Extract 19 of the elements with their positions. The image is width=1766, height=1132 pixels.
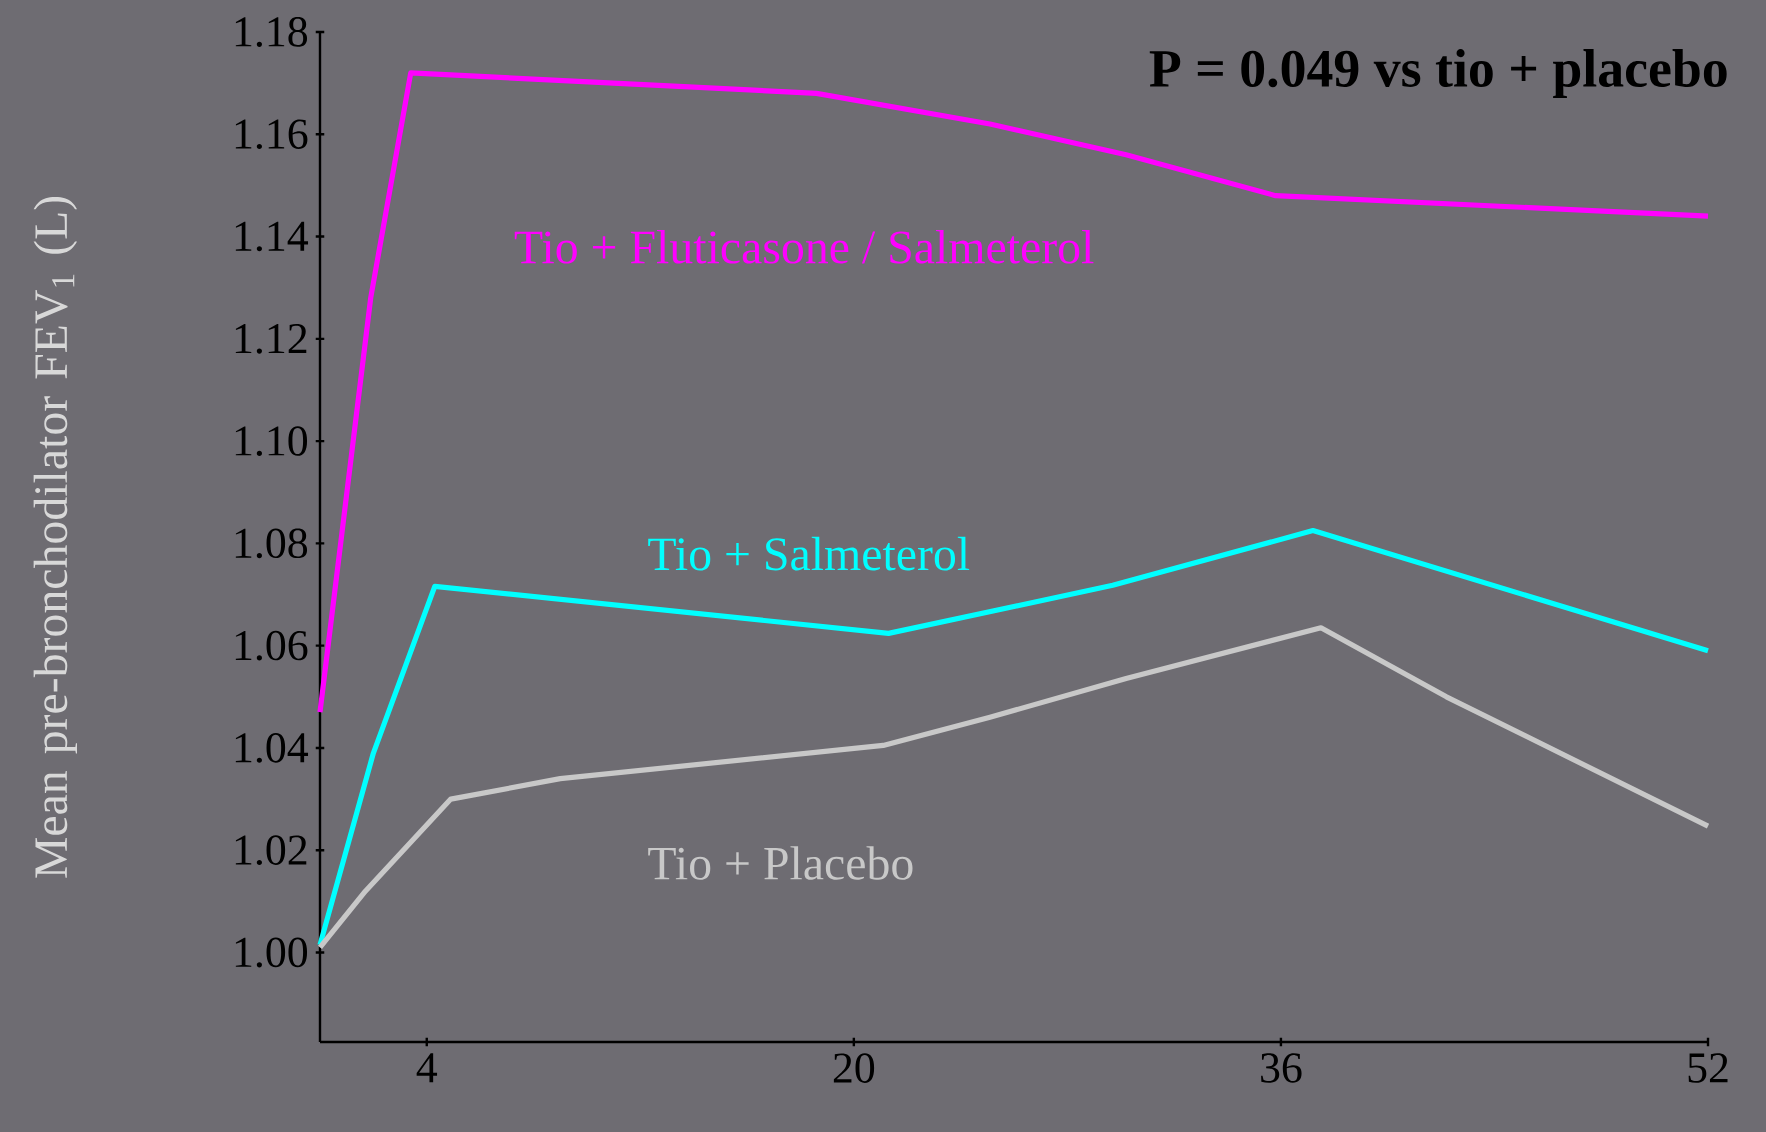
x-tick-label: 4: [416, 1053, 438, 1083]
x-tick-label: 20: [833, 1053, 875, 1083]
series-label: Tio + Salmeterol: [648, 536, 970, 571]
series-label: Tio + Fluticasone / Salmeterol: [514, 229, 1094, 264]
y-tick-label: 1.00: [235, 937, 308, 968]
y-tick-label: 1.12: [235, 324, 307, 354]
annotation: P = 0.049 vs tio + placebo: [1149, 49, 1727, 98]
y-tick-label: 1.06: [235, 630, 308, 661]
x-tick-label: 52: [1688, 1053, 1728, 1083]
series-label: Tio + Placebo: [648, 846, 913, 880]
y-tick-label: 1.14: [235, 221, 309, 252]
x-tick-label: 36: [1261, 1053, 1302, 1083]
y-axis-title: Mean pre-bronchodilator FEV$_{1}$ (L): [33, 196, 77, 878]
y-tick-label: 1.10: [235, 426, 308, 456]
y-tick-label: 1.04: [235, 733, 309, 763]
y-tick-label: 1.02: [235, 835, 307, 866]
y-tick-label: 1.08: [235, 528, 308, 559]
y-tick-label: 1.16: [235, 119, 308, 150]
y-tick-label: 1.18: [235, 17, 308, 47]
